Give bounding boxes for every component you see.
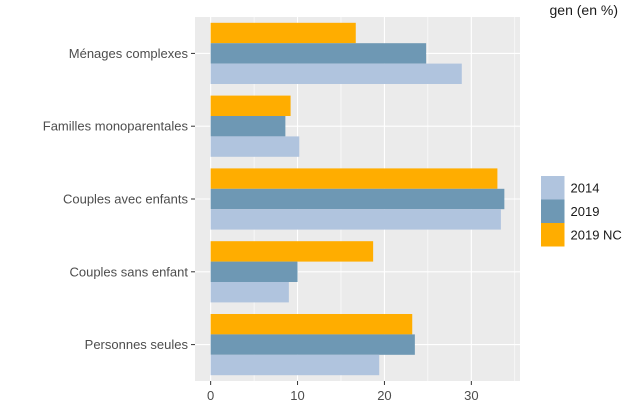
legend-label-2014: 2014 <box>571 180 600 195</box>
legend: 2014 2019 2019 NC <box>541 176 622 247</box>
y-tick-label: Familles monoparentales <box>43 119 189 134</box>
bar-familles-monoparentales-2014 <box>210 136 300 157</box>
y-tick-label: Couples avec enfants <box>63 192 189 207</box>
bar-personnes-seules-2014 <box>210 354 380 376</box>
bar-familles-monoparentales-2019 <box>210 116 286 137</box>
bar-couples-avec-enfants-2019 <box>210 188 505 210</box>
bar-couples-avec-enfants-2014 <box>210 209 501 230</box>
bar-couples-avec-enfants-2019-nc <box>210 168 498 189</box>
bar-menages-complexes-2014 <box>210 63 462 84</box>
chart-title: gen (en %) <box>550 2 618 18</box>
legend-key-2019-nc <box>541 223 565 247</box>
legend-key-2019 <box>541 199 565 223</box>
bars <box>210 22 505 376</box>
legend-label-2019-nc: 2019 NC <box>571 227 622 242</box>
legend-key-2014 <box>541 176 565 200</box>
bar-personnes-seules-2019-nc <box>210 314 413 335</box>
bar-familles-monoparentales-2019-nc <box>210 95 291 116</box>
bar-menages-complexes-2019-nc <box>210 22 356 44</box>
x-tick-label: 10 <box>290 388 304 403</box>
x-tick-label: 0 <box>207 388 214 403</box>
x-tick-label: 20 <box>377 388 391 403</box>
bar-couples-sans-enfant-2014 <box>210 282 289 303</box>
y-tick-label: Ménages complexes <box>69 46 189 61</box>
bar-couples-sans-enfant-2019 <box>210 261 298 282</box>
y-tick-label: Personnes seules <box>85 337 189 352</box>
axes: Ménages complexes Familles monoparentales… <box>43 46 479 403</box>
bar-menages-complexes-2019 <box>210 43 427 64</box>
bar-couples-sans-enfant-2019-nc <box>210 241 374 262</box>
y-tick-label: Couples sans enfant <box>69 264 188 279</box>
x-tick-label: 30 <box>464 388 478 403</box>
legend-label-2019: 2019 <box>571 204 600 219</box>
bar-personnes-seules-2019 <box>210 334 415 355</box>
